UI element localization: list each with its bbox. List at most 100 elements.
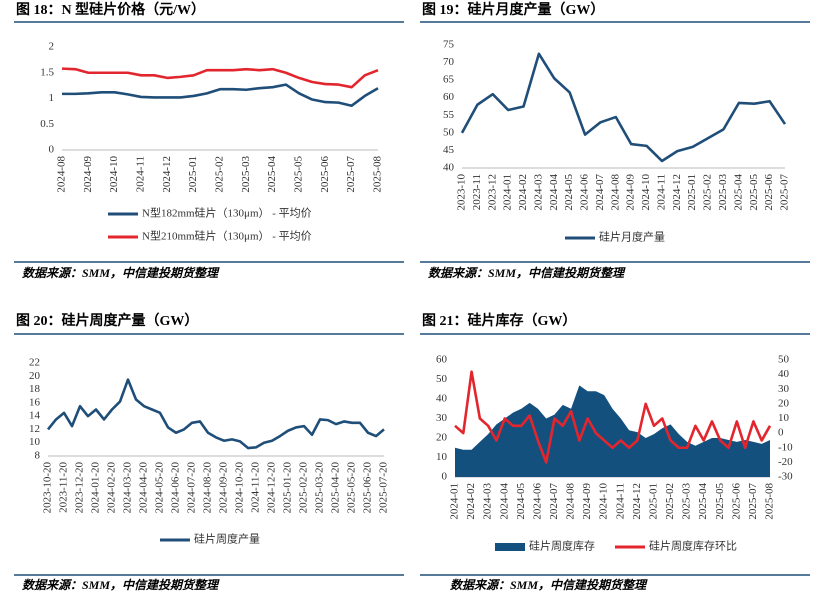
x-tick-label: 2024-02 <box>465 483 477 520</box>
x-tick-label: 2025-06 <box>763 174 775 211</box>
x-tick-label: 2024-06-20 <box>170 462 182 514</box>
x-tick-label: 2025-05-20 <box>346 462 358 514</box>
x-tick-label: 2025-07 <box>779 174 791 211</box>
x-tick-label: 2024-01-20 <box>90 462 102 514</box>
y2-tick-label: 10 <box>778 412 790 424</box>
x-tick-label: 2024-07 <box>548 483 560 520</box>
y-tick-label: 65 <box>443 74 455 86</box>
legend-label: 硅片周度产量 <box>194 532 260 546</box>
y-tick-label: 10 <box>29 436 41 448</box>
y-tick-label: 16 <box>29 396 41 408</box>
y2-tick-label: -30 <box>778 471 793 483</box>
x-tick-label: 2025-05 <box>714 483 726 520</box>
y2-tick-label: 20 <box>778 397 790 409</box>
figure-title: 图 19：硅片月度产量（GW） <box>422 1 604 18</box>
x-tick-label: 2025-03-20 <box>314 462 326 514</box>
source-note: 数据来源：SMM，中信建投期货整理 <box>428 266 626 280</box>
x-tick-label: 2025-01 <box>686 174 698 211</box>
y-tick-label: 12 <box>29 423 40 435</box>
legend-label: 硅片月度产量 <box>599 230 665 244</box>
y-tick-label: 70 <box>443 56 455 68</box>
x-tick-label: 2025-01 <box>647 483 659 520</box>
y-tick-label: 30 <box>436 412 448 424</box>
line <box>454 370 772 464</box>
y-tick-label: 60 <box>443 91 455 103</box>
figure-title: 图 20：硅片周度产量（GW） <box>16 312 198 329</box>
x-tick-label: 2024-12 <box>161 156 173 193</box>
x-tick-label: 2023-10 <box>456 174 468 211</box>
x-tick-label: 2025-01 <box>187 156 199 193</box>
x-tick-label: 2024-04-20 <box>138 462 150 514</box>
x-tick-label: 2024-05 <box>515 483 527 520</box>
y2-tick-label: 30 <box>778 383 790 395</box>
x-tick-label: 2025-07 <box>345 156 357 193</box>
y2-tick-label: 40 <box>778 368 790 380</box>
y-tick-label: 0 <box>442 471 448 483</box>
x-tick-label: 2024-03 <box>482 483 494 520</box>
x-tick-label: 2024-04 <box>498 483 510 520</box>
x-tick-label: 2024-11 <box>614 483 626 519</box>
x-tick-label: 2023-11-20 <box>58 462 70 513</box>
x-tick-label: 2025-02-20 <box>298 462 310 514</box>
x-tick-label: 2024-02 <box>517 174 529 211</box>
x-tick-label: 2025-02 <box>702 174 714 211</box>
legend-swatch <box>495 543 525 551</box>
y-tick-label: 20 <box>436 432 448 444</box>
line <box>46 378 385 450</box>
x-tick-label: 2025-07 <box>747 483 759 520</box>
x-tick-label: 2023-11 <box>471 174 483 210</box>
x-tick-label: 2024-08 <box>609 174 621 211</box>
y-tick-label: 8 <box>35 450 41 462</box>
x-tick-label: 2024-09 <box>625 174 637 211</box>
x-tick-label: 2024-05-20 <box>154 462 166 514</box>
x-tick-label: 2023-10-20 <box>42 462 54 514</box>
x-tick-label: 2024-11 <box>135 156 147 192</box>
x-tick-label: 2025-06 <box>319 156 331 193</box>
x-tick-label: 2025-08 <box>764 483 776 520</box>
legend-label: 硅片周度库存 <box>529 539 595 553</box>
y-tick-label: 1.5 <box>40 66 54 78</box>
y-tick-label: 0 <box>49 144 55 156</box>
x-tick-label: 2025-05 <box>293 156 305 193</box>
x-tick-label: 2024-11 <box>655 174 667 210</box>
x-tick-label: 2025-04 <box>266 156 278 193</box>
x-tick-label: 2024-01 <box>502 174 514 211</box>
x-tick-label: 2023-12 <box>486 174 498 211</box>
legend-label: N型210mm硅片（130μm） - 平均价 <box>142 229 312 243</box>
x-tick-label: 2024-12 <box>631 483 643 520</box>
x-tick-label: 2024-03-20 <box>122 462 134 514</box>
x-tick-label: 2025-05 <box>748 174 760 211</box>
x-tick-label: 2025-04 <box>732 174 744 211</box>
x-tick-label: 2024-12 <box>671 174 683 211</box>
y-tick-label: 40 <box>443 162 455 174</box>
y-tick-label: 55 <box>443 109 455 121</box>
x-tick-label: 2025-03 <box>681 483 693 520</box>
line <box>460 52 787 163</box>
y-tick-label: 45 <box>443 144 455 156</box>
legend-label: N型182mm硅片（130μm） - 平均价 <box>142 206 312 220</box>
x-tick-label: 2025-01-20 <box>282 462 294 514</box>
x-tick-label: 2024-10-20 <box>234 462 246 514</box>
x-tick-label: 2025-04 <box>697 483 709 520</box>
y-tick-label: 22 <box>29 357 40 369</box>
y-tick-label: 20 <box>29 370 41 382</box>
x-tick-label: 2024-02-20 <box>106 462 118 514</box>
legend-label: 硅片周度库存环比 <box>649 539 737 553</box>
source-note: 数据来源：SMM，中信建投期货整理 <box>22 266 220 280</box>
line <box>62 83 379 108</box>
y-tick-label: 14 <box>29 410 41 422</box>
y-tick-label: 1 <box>49 92 55 104</box>
x-tick-label: 2025-04-20 <box>330 462 342 514</box>
y-tick-label: 10 <box>436 451 448 463</box>
x-tick-label: 2024-10 <box>640 174 652 211</box>
x-tick-label: 2025-06 <box>730 483 742 520</box>
source-note: 数据来源：SMM，中信建投期货整理 <box>22 578 220 592</box>
x-tick-label: 2024-09 <box>82 156 94 193</box>
x-tick-label: 2023-12-20 <box>74 462 86 514</box>
x-tick-label: 2024-08 <box>565 483 577 520</box>
x-tick-label: 2025-06-20 <box>362 462 374 514</box>
x-tick-label: 2024-12-20 <box>266 462 278 514</box>
y-tick-label: 0.5 <box>40 118 54 130</box>
x-tick-label: 2024-03 <box>532 174 544 211</box>
